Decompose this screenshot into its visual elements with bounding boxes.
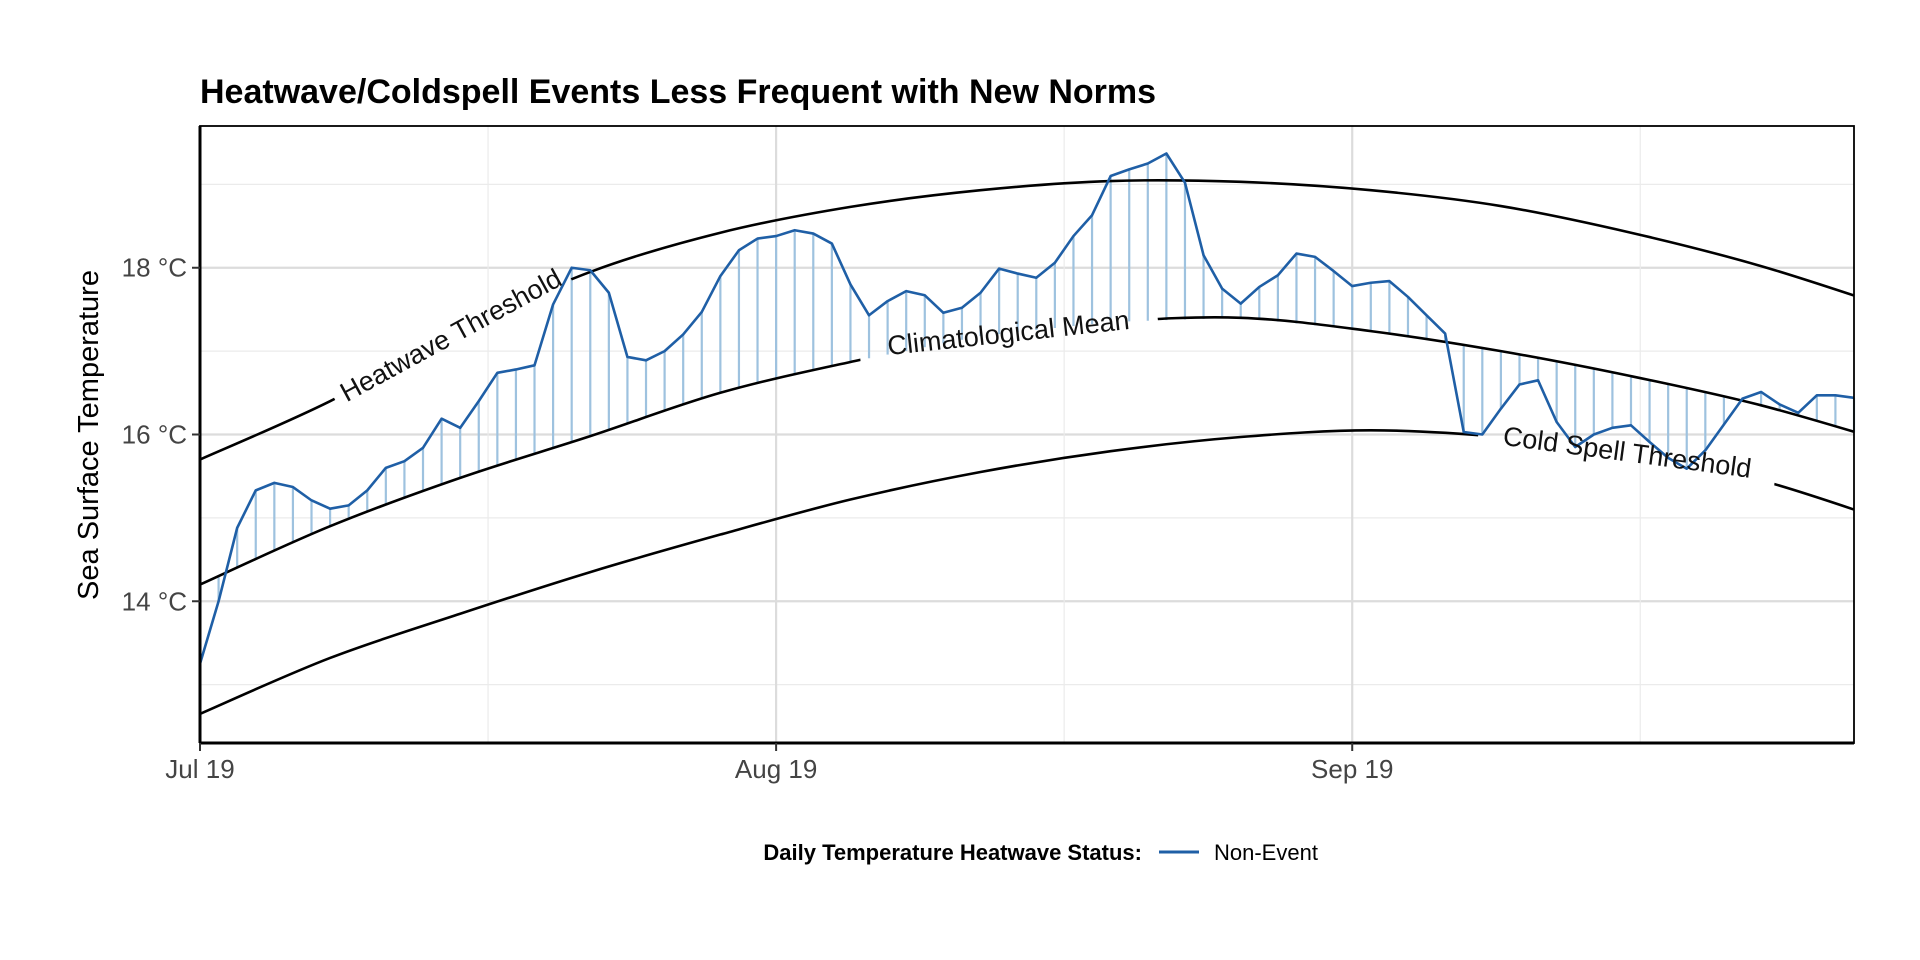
cold-spell-threshold-label: Cold Spell Threshold xyxy=(1501,421,1753,484)
observed-series xyxy=(200,152,1854,665)
x-tick-label: Sep 19 xyxy=(1311,754,1393,784)
axis-ticks: 14 °C 16 °C 18 °C Jul 19 Aug 19 Sep 19 xyxy=(122,253,1394,784)
x-tick-label: Jul 19 xyxy=(165,754,234,784)
reference-curves xyxy=(200,178,1854,716)
heatwave-threshold-curve xyxy=(200,178,1854,461)
y-tick-label: 14 °C xyxy=(122,586,187,616)
y-tick-label: 16 °C xyxy=(122,420,187,450)
climatological-mean-label: Climatological Mean xyxy=(886,305,1131,361)
heatwave-threshold-label: Heatwave Threshold xyxy=(335,263,566,408)
x-tick-label: Aug 19 xyxy=(735,754,817,784)
cold-spell-threshold-curve xyxy=(200,429,1854,716)
legend-label-non-event: Non-Event xyxy=(1214,840,1318,865)
daily-temperature-line xyxy=(200,152,1854,665)
deviation-segments xyxy=(198,153,1856,664)
legend: Daily Temperature Heatwave Status: Non-E… xyxy=(763,840,1318,865)
y-axis-label: Sea Surface Temperature xyxy=(73,270,105,600)
y-tick-label: 18 °C xyxy=(122,253,187,283)
chart-title: Heatwave/Coldspell Events Less Frequent … xyxy=(200,73,1156,111)
legend-title: Daily Temperature Heatwave Status: xyxy=(763,840,1142,865)
climatological-mean-curve xyxy=(200,316,1854,586)
